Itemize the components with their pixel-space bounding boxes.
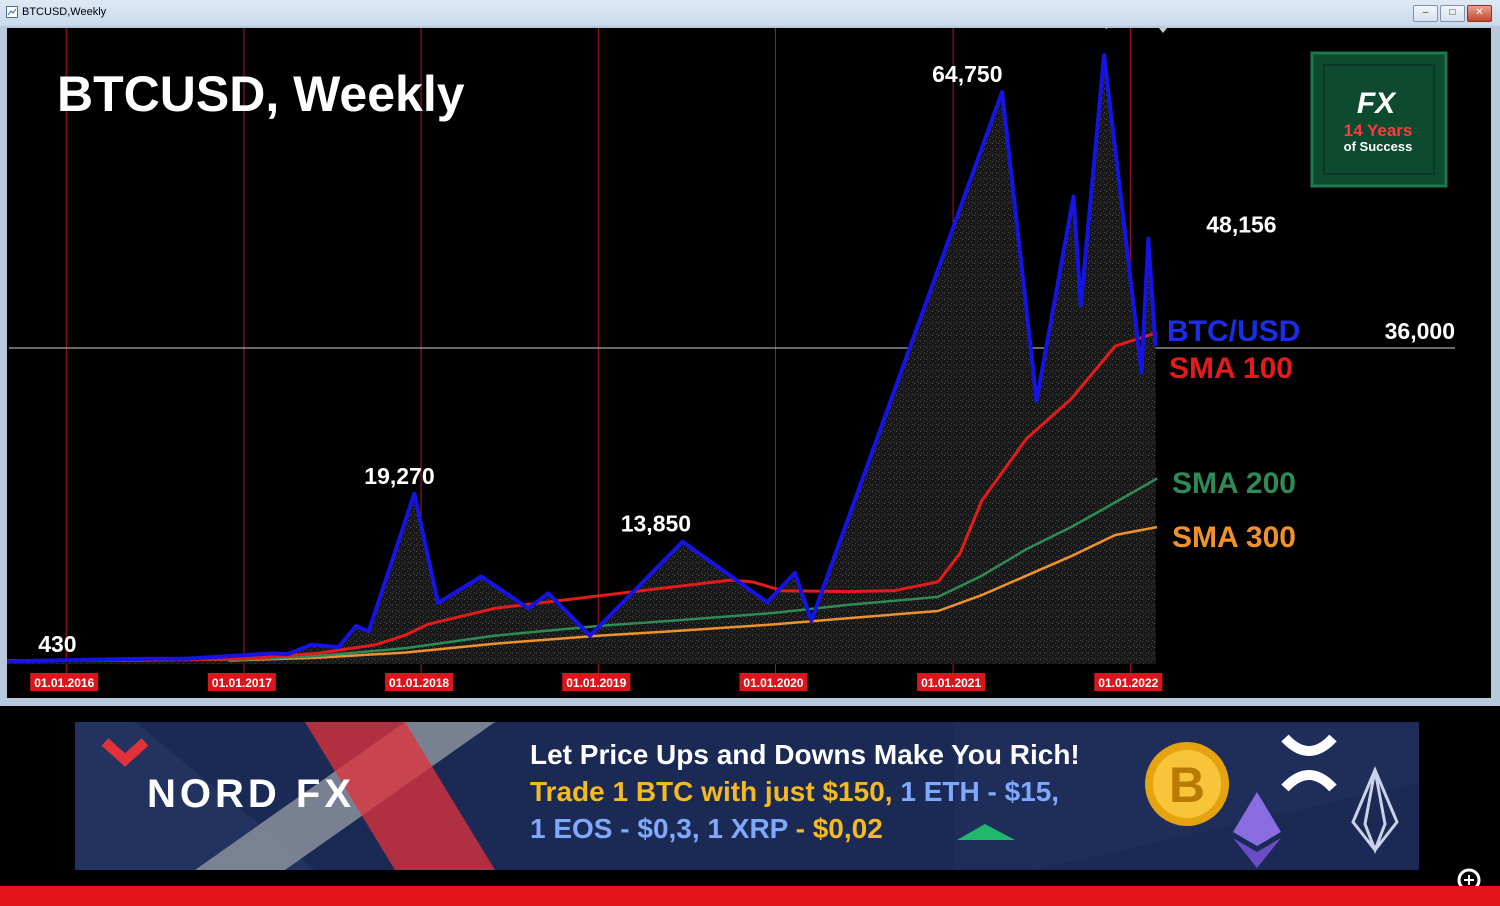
- x-tick-label: 01.01.2020: [743, 676, 803, 690]
- banner-offer-eos: 1 EOS - $0,3,: [530, 813, 700, 844]
- legend-sma300: SMA 300: [1172, 521, 1296, 554]
- chart-area[interactable]: 01.01.2016 01.01.2017 01.01.2018 01.01.2019…: [6, 4, 1491, 698]
- minimize-icon: –: [1422, 7, 1429, 18]
- legend-sma100: SMA 100: [1169, 352, 1293, 385]
- logo-brand: FX: [1357, 87, 1397, 120]
- maximize-icon: □: [1449, 7, 1456, 18]
- x-tick-label: 01.01.2022: [1098, 676, 1158, 690]
- banner-offer-btc: Trade 1 BTC with just $150,: [530, 776, 893, 807]
- x-tick-label: 01.01.2016: [34, 676, 94, 690]
- chart-title: BTCUSD, Weekly: [57, 66, 465, 122]
- banner-offer-eth: 1 ETH - $15,: [900, 776, 1060, 807]
- window-title: BTCUSD,Weekly: [22, 6, 107, 18]
- x-tick-badge: [385, 673, 454, 691]
- logo-line1: 14 Years: [1344, 121, 1413, 140]
- legend-btcusd: BTC/USD: [1167, 315, 1300, 348]
- chart-window-icon: [6, 6, 18, 18]
- btc-area-fill: [7, 55, 1156, 664]
- fx-logo: FX 14 Years of Success: [1310, 51, 1448, 188]
- x-tick-badge: [739, 673, 808, 691]
- up-arrow-icon: [957, 824, 1015, 840]
- peak-value-label: 68,918: [1078, 28, 1149, 30]
- btcusd-chart: 01.01.2016 01.01.2017 01.01.2018 01.01.2019…: [6, 4, 1455, 691]
- nordfx-banner[interactable]: NORD FX Let Price Ups and Downs Make You…: [75, 722, 1419, 870]
- window-titlebar[interactable]: BTCUSD,Weekly – □ ✕: [0, 0, 1500, 27]
- banner-chevron-icon: [101, 738, 149, 767]
- x-tick-badge: [562, 673, 631, 691]
- peak-value-label: 19,270: [364, 463, 434, 489]
- sma100-line: [6, 331, 1158, 662]
- bottom-red-bar: [0, 886, 1500, 906]
- maximize-button[interactable]: □: [1440, 5, 1465, 22]
- legend-sma200: SMA 200: [1172, 467, 1296, 500]
- peak-value-label: 64,750: [932, 61, 1002, 87]
- x-tick-badge: [1094, 673, 1163, 691]
- x-tick-label: 01.01.2017: [212, 676, 272, 690]
- x-tick-label: 01.01.2021: [921, 676, 981, 690]
- close-button[interactable]: ✕: [1467, 5, 1492, 22]
- x-tick-badge: [917, 673, 986, 691]
- x-tick-label: 01.01.2018: [389, 676, 449, 690]
- chart-window: 01.01.2016 01.01.2017 01.01.2018 01.01.2019…: [0, 4, 1500, 706]
- current-price-label: 36,000: [1385, 318, 1455, 344]
- x-tick-badge: [30, 673, 99, 691]
- peak-value-label: 48,156: [1206, 212, 1276, 238]
- logo-line2: of Success: [1344, 139, 1413, 154]
- ad-section: NORD FX Let Price Ups and Downs Make You…: [0, 706, 1500, 899]
- banner-brand: NORD FX: [147, 772, 355, 816]
- banner-offer-xrp: 1 XRP: [707, 813, 788, 844]
- scroll-marker-icon: [1159, 28, 1167, 33]
- x-tick-label: 01.01.2019: [566, 676, 626, 690]
- btcusd-line: [6, 53, 1158, 664]
- sma200-line: [6, 477, 1158, 662]
- banner-headline: Let Price Ups and Downs Make You Rich!: [530, 739, 1080, 770]
- minimize-button[interactable]: –: [1413, 5, 1438, 22]
- banner-offer-xrp-price: - $0,02: [795, 813, 883, 844]
- peak-value-label: 13,850: [621, 511, 691, 537]
- x-tick-badge: [207, 673, 276, 691]
- close-icon: ✕: [1475, 7, 1484, 18]
- peak-value-label: 430: [38, 631, 76, 657]
